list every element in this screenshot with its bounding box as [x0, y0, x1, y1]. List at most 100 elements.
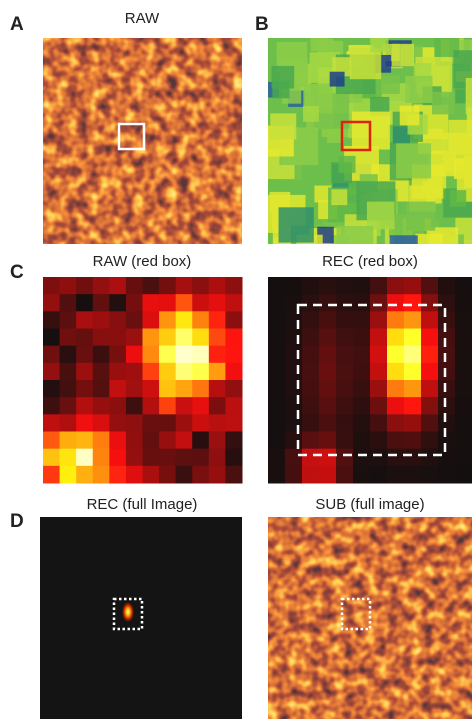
- pixel: [209, 380, 226, 398]
- map-block: [432, 92, 455, 115]
- pixel: [421, 466, 439, 484]
- pixel: [387, 329, 405, 347]
- pixel: [438, 346, 456, 364]
- map-block: [331, 189, 347, 205]
- pixel: [43, 277, 60, 295]
- pixel: [353, 294, 371, 312]
- pixel: [302, 414, 320, 432]
- pixel: [302, 363, 320, 381]
- pixel: [109, 432, 126, 450]
- pixel: [60, 329, 77, 347]
- pixel: [353, 277, 371, 295]
- pixel: [370, 346, 388, 364]
- pixel: [285, 414, 303, 432]
- pixel: [455, 432, 472, 450]
- pixel: [209, 329, 226, 347]
- pixel: [455, 311, 472, 329]
- pixel: [209, 432, 226, 450]
- pixel: [109, 449, 126, 467]
- pixel: [143, 449, 160, 467]
- pixel: [43, 466, 60, 484]
- pixel: [421, 449, 439, 467]
- pixel: [192, 466, 209, 484]
- pixel: [404, 397, 422, 415]
- pixel: [192, 363, 209, 381]
- pixel: [438, 294, 456, 312]
- pixel: [421, 380, 439, 398]
- pixel: [319, 363, 337, 381]
- pixel: [370, 449, 388, 467]
- pixel: [302, 346, 320, 364]
- pixel: [353, 346, 371, 364]
- pixel: [43, 380, 60, 398]
- pixel: [209, 449, 226, 467]
- map-block: [393, 126, 410, 143]
- pixel: [319, 380, 337, 398]
- pixel: [60, 466, 77, 484]
- pixel: [192, 346, 209, 364]
- pixel: [370, 380, 388, 398]
- pixel: [353, 449, 371, 467]
- pixel: [268, 380, 286, 398]
- pixel: [353, 414, 371, 432]
- pixel: [268, 432, 286, 450]
- pixel: [268, 329, 286, 347]
- pixel: [159, 346, 176, 364]
- map-block: [279, 207, 314, 242]
- pixel: [109, 311, 126, 329]
- pixel: [336, 432, 354, 450]
- pixel: [143, 432, 160, 450]
- pixel: [225, 414, 242, 432]
- pixel: [404, 414, 422, 432]
- pixel: [43, 414, 60, 432]
- pixel: [159, 363, 176, 381]
- panel-title: REC (red box): [322, 253, 418, 270]
- pixel: [302, 294, 320, 312]
- pixel: [353, 466, 371, 484]
- pixel: [60, 311, 77, 329]
- map-block: [381, 75, 400, 94]
- panel-label: A: [10, 14, 24, 35]
- pixel: [60, 277, 77, 295]
- pixel: [370, 277, 388, 295]
- pixel: [225, 311, 242, 329]
- pixel: [302, 466, 320, 484]
- panel-title: RAW: [125, 10, 160, 27]
- pixel: [285, 294, 303, 312]
- map-block: [448, 240, 472, 271]
- pixel: [455, 397, 472, 415]
- raw-image: [43, 38, 242, 244]
- pixel: [353, 363, 371, 381]
- pixel: [159, 449, 176, 467]
- pixel: [336, 363, 354, 381]
- map-block: [370, 34, 388, 52]
- pixel: [176, 397, 193, 415]
- pixel: [421, 363, 439, 381]
- pixel: [387, 380, 405, 398]
- pixel: [455, 380, 472, 398]
- pixel: [60, 449, 77, 467]
- pixel: [268, 294, 286, 312]
- pixel: [109, 294, 126, 312]
- pixel: [192, 329, 209, 347]
- pixel: [302, 397, 320, 415]
- pixel: [43, 329, 60, 347]
- pixel: [455, 346, 472, 364]
- pixel: [268, 449, 286, 467]
- pixel: [455, 277, 472, 295]
- pixel: [455, 449, 472, 467]
- pixel: [387, 363, 405, 381]
- pixel: [438, 363, 456, 381]
- pixel: [76, 414, 93, 432]
- pixel: [192, 380, 209, 398]
- pixel: [60, 363, 77, 381]
- map-block: [367, 202, 395, 230]
- pixel: [109, 380, 126, 398]
- pixel: [109, 363, 126, 381]
- pixel: [387, 432, 405, 450]
- map-block: [270, 113, 296, 139]
- pixel: [438, 329, 456, 347]
- pixel: [176, 380, 193, 398]
- pixel: [43, 449, 60, 467]
- pixel: [143, 294, 160, 312]
